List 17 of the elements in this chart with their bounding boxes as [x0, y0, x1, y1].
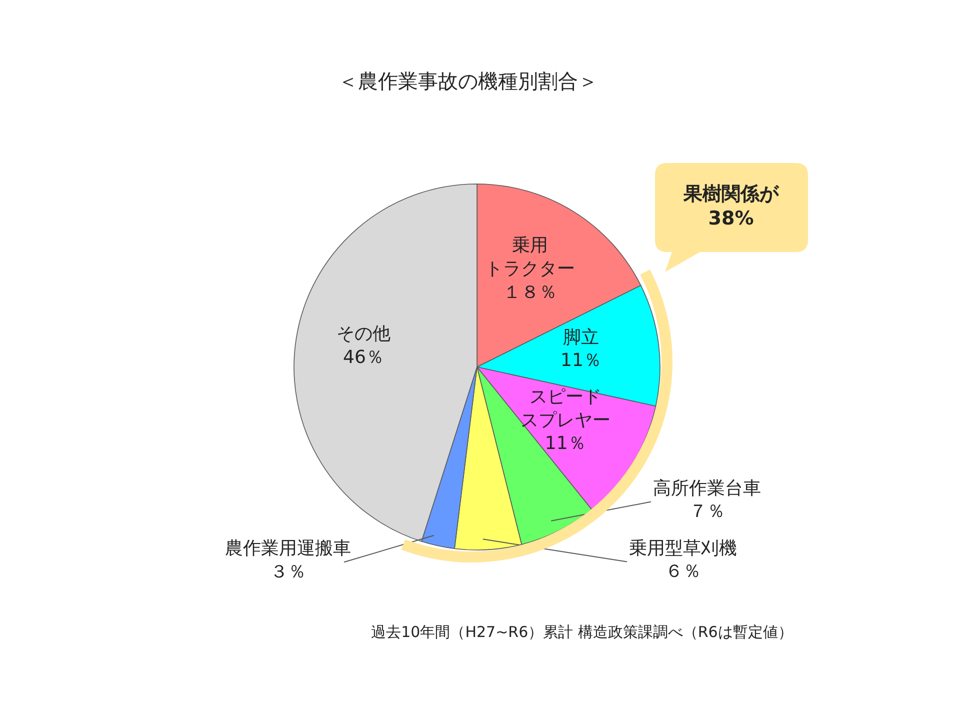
data-label: 11％	[560, 350, 602, 372]
data-label: 46％	[343, 346, 384, 368]
slice-label: 乗用型草刈機	[629, 538, 737, 559]
text: 過去10年間（H27~R6）累計 構造政策課調べ（R6は暫定値）	[371, 623, 793, 641]
slice-label: 乗用トラクター	[484, 235, 575, 280]
data-label: 11％	[544, 433, 586, 454]
slice-label: 脚立	[562, 326, 599, 348]
slice-label: スピードスプレヤー	[520, 386, 610, 431]
data-label: ３％	[270, 562, 306, 583]
data-label: ７％	[689, 501, 725, 522]
slice-label: 農作業用運搬車	[225, 538, 351, 560]
slice-label: その他	[336, 323, 390, 344]
data-label: １８％	[502, 282, 557, 304]
text: 果樹関係が 38%	[682, 183, 780, 230]
data-label: ６％	[665, 561, 701, 582]
slice-label: 高所作業台車	[653, 478, 761, 499]
chart-title: ＜農作業事故の機種別割合＞	[338, 69, 598, 93]
